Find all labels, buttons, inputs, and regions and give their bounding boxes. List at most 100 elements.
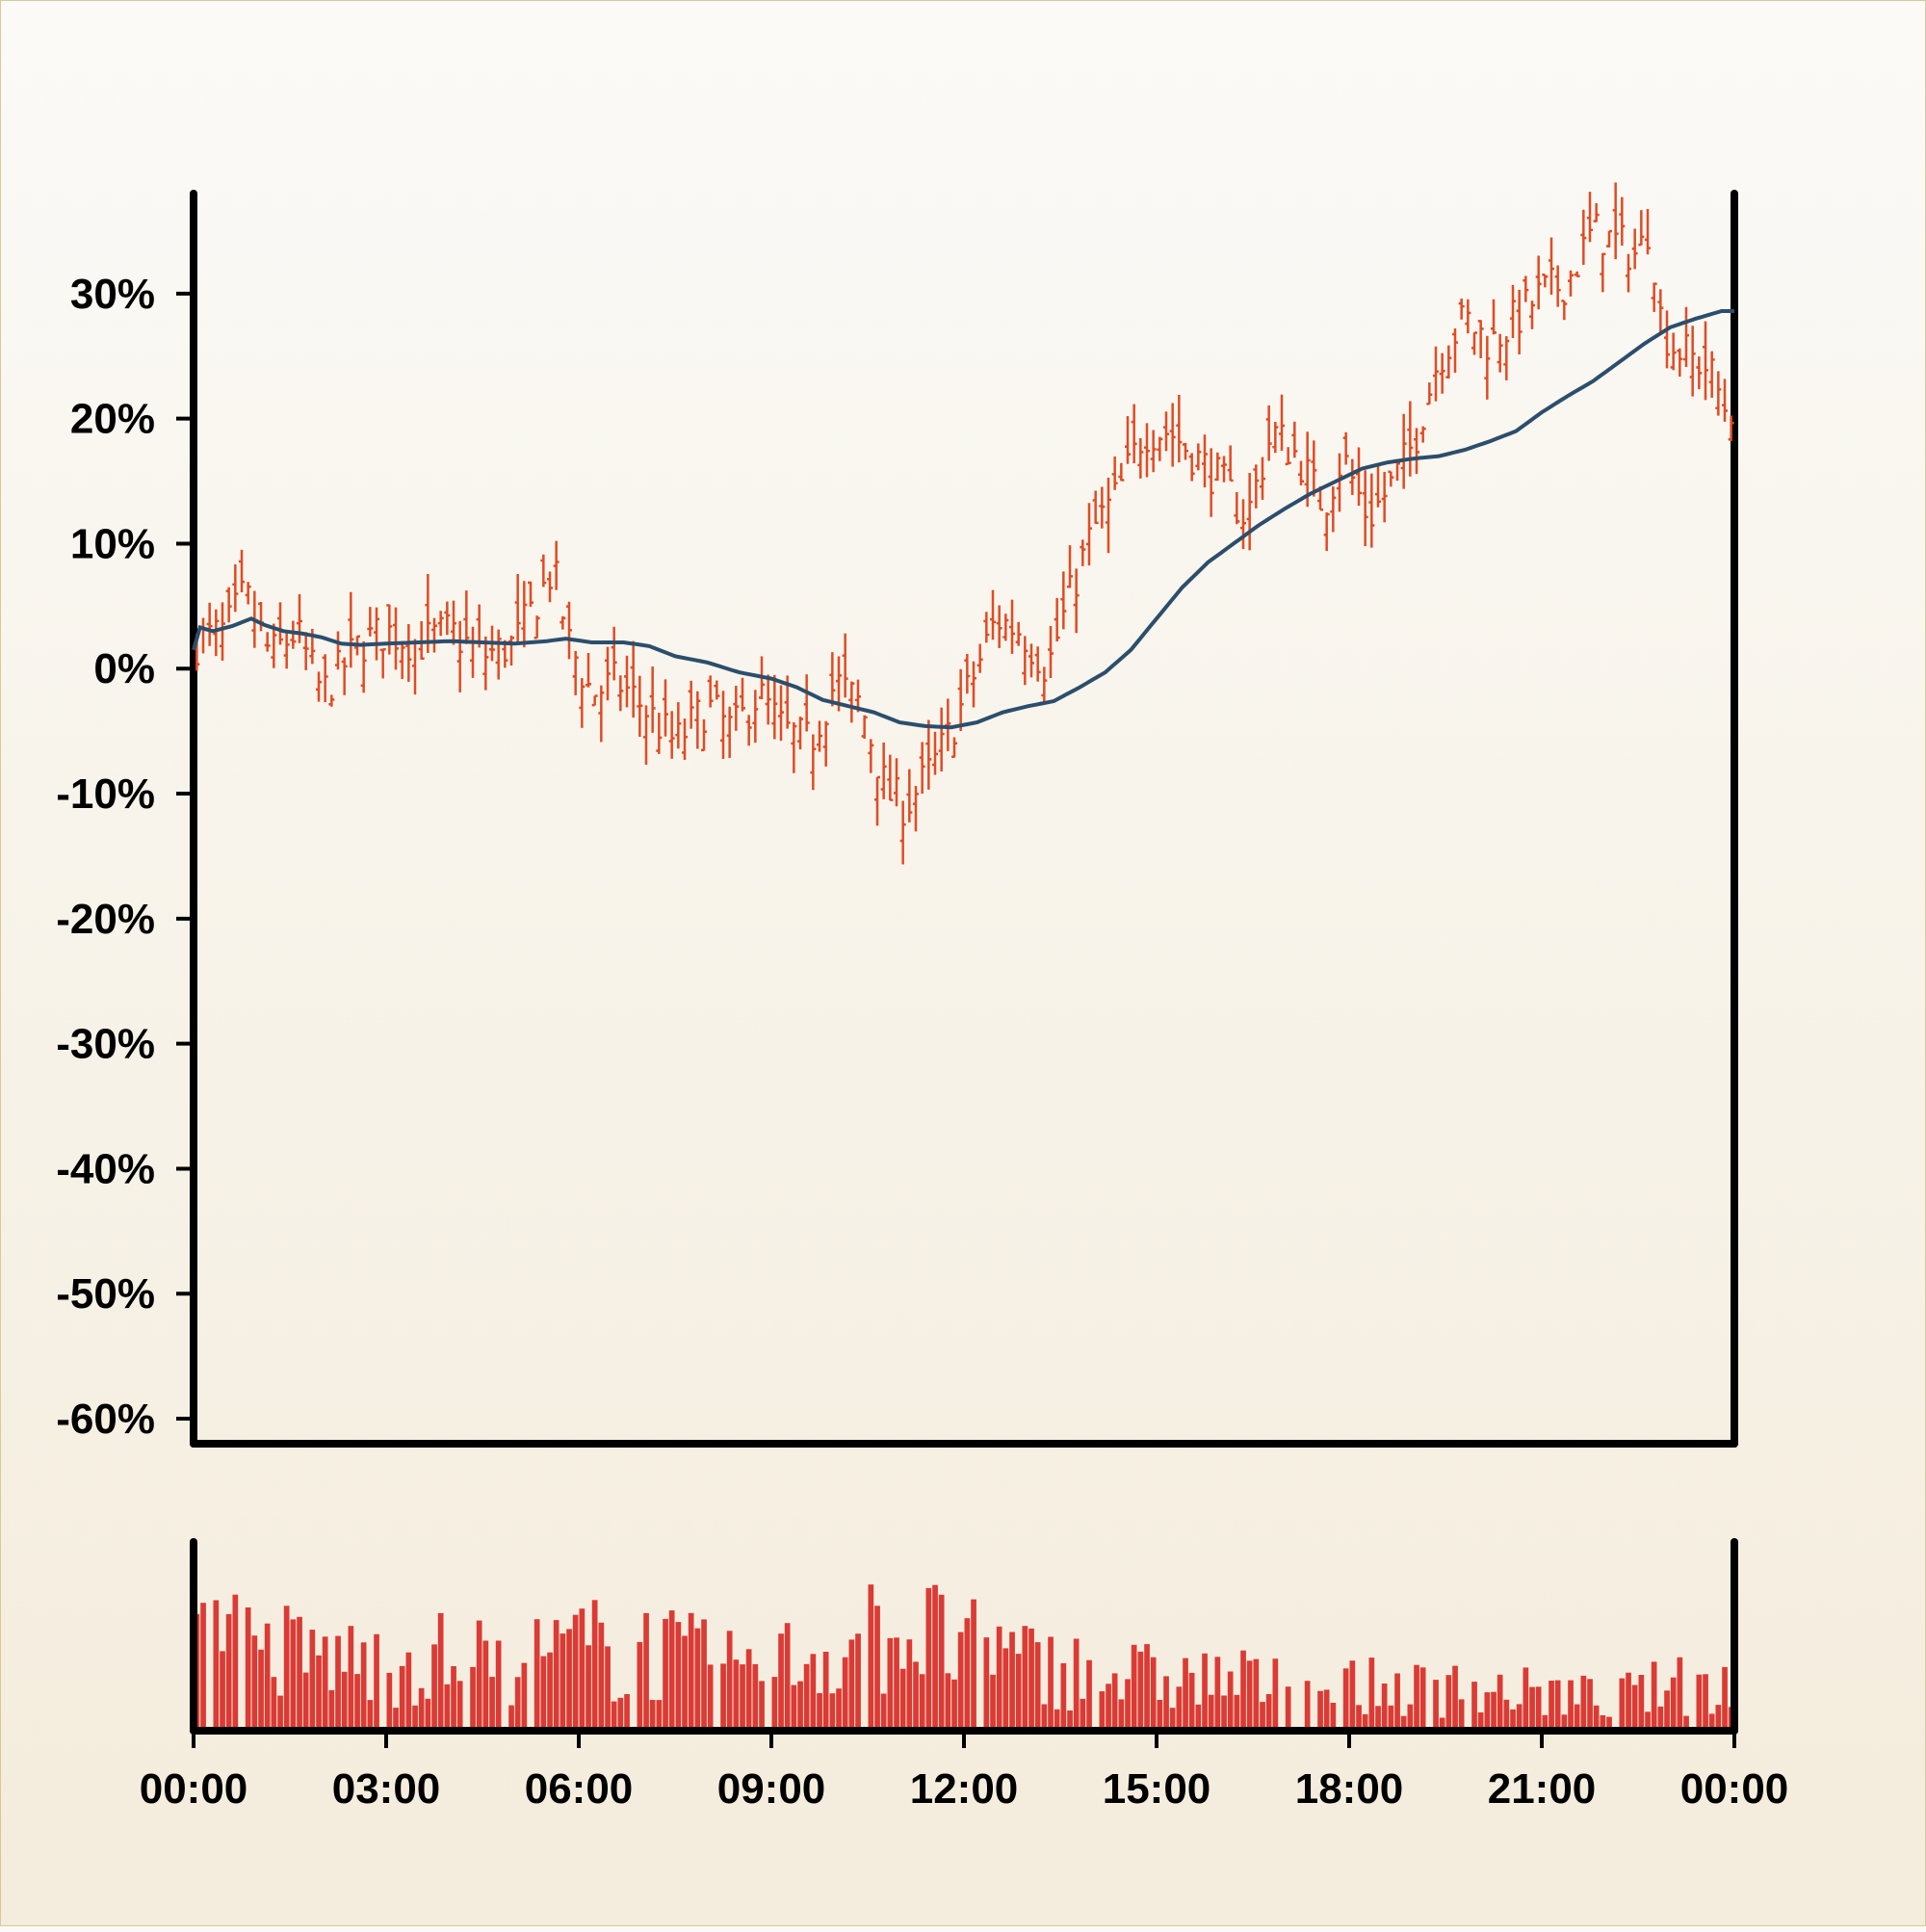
volume-bar (341, 1671, 348, 1731)
volume-bar (1246, 1660, 1253, 1731)
y-tick-label: 20% (70, 396, 155, 443)
volume-bar (540, 1656, 547, 1731)
volume-bar (1183, 1658, 1188, 1731)
volume-bar (797, 1681, 803, 1731)
volume-bar (1144, 1644, 1150, 1731)
ohlc-bar (1523, 275, 1529, 302)
ohlc-bar (1208, 448, 1214, 517)
ohlc-bar (277, 602, 283, 645)
volume-bar (1568, 1680, 1574, 1731)
volume-bar (688, 1612, 694, 1731)
ohlc-bar (906, 769, 913, 822)
ohlc-bar (1631, 228, 1638, 270)
volume-bar (232, 1594, 239, 1731)
ohlc-bar (1157, 436, 1163, 461)
volume-bar (1188, 1672, 1195, 1731)
ohlc-bar (752, 690, 759, 744)
volume-bar (1439, 1717, 1445, 1731)
y-tick-label: -60% (56, 1396, 155, 1443)
volume-bar (1048, 1636, 1054, 1731)
x-tick-label: 06:00 (525, 1765, 634, 1813)
volume-bar (444, 1684, 451, 1731)
volume-bar (470, 1666, 476, 1731)
ohlc-bar (1323, 512, 1330, 552)
volume-bar (1471, 1682, 1477, 1731)
volume-bar (1208, 1694, 1214, 1731)
y-tick-label: -30% (56, 1021, 155, 1068)
ohlc-bar (605, 646, 611, 701)
volume-bar (1009, 1632, 1015, 1731)
ohlc-bar (379, 648, 386, 679)
volume-bar (1414, 1664, 1419, 1731)
ohlc-bar (1561, 300, 1568, 321)
ohlc-bar (367, 607, 374, 637)
ohlc-bar (335, 631, 341, 670)
volume-bar (1002, 1648, 1009, 1731)
volume-bar (880, 1693, 887, 1731)
ohlc-bar (1028, 643, 1034, 678)
ohlc-bar (913, 786, 919, 832)
ohlc-bar (328, 694, 335, 707)
ohlc-bar (225, 587, 232, 623)
y-tick-label: 0% (93, 645, 155, 692)
ohlc-bar (341, 657, 348, 695)
volume-bar (656, 1700, 663, 1731)
volume-bar (707, 1664, 714, 1731)
ohlc-bar (579, 678, 586, 728)
x-tick-labels: 00:00 03:00 06:00 09:00 12:00 15:00 18:00 21:00… (140, 1765, 1789, 1813)
volume-bar (894, 1637, 899, 1731)
ohlc-bar (1587, 192, 1593, 243)
volume-bar (1703, 1674, 1708, 1731)
volume-bar (1657, 1706, 1664, 1731)
ohlc-bar (887, 754, 894, 801)
ohlc-bar (1144, 423, 1150, 478)
ohlc-bar (1549, 237, 1554, 296)
ohlc-bar (964, 653, 971, 694)
volume-bar (887, 1637, 894, 1731)
volume-bar (1529, 1686, 1535, 1731)
volume-bar (1715, 1705, 1722, 1731)
ohlc-bar (283, 633, 290, 669)
volume-bar (740, 1664, 745, 1731)
volume-bar (309, 1630, 316, 1731)
ohlc-bar (297, 593, 302, 643)
ohlc-bar (1612, 182, 1619, 260)
ohlc-bar (803, 674, 810, 732)
volume-bar (290, 1619, 297, 1731)
ohlc-bar (861, 715, 868, 739)
volume-bar (425, 1698, 431, 1731)
ohlc-bar (1163, 411, 1169, 452)
ohlc-bar (1240, 499, 1246, 550)
x-tick-label: 03:00 (332, 1765, 441, 1813)
ohlc-bar (1728, 415, 1734, 441)
volume-bar (1202, 1653, 1208, 1731)
volume-bar (560, 1633, 566, 1731)
ohlc-bar (232, 563, 239, 613)
ohlc-bar (817, 720, 822, 752)
volume-bar (1125, 1679, 1131, 1731)
y-tick-label: -20% (56, 896, 155, 943)
volume-bar (431, 1644, 437, 1731)
volume-bar (245, 1607, 251, 1731)
volume-bar (1561, 1714, 1568, 1731)
ohlc-bar (560, 615, 566, 630)
volume-bar (1535, 1686, 1542, 1731)
volume-bar (848, 1639, 855, 1731)
ohlc-bar (714, 680, 720, 700)
ohlc-bar (399, 640, 405, 680)
ohlc-bar (1433, 346, 1439, 402)
ohlc-bar (1118, 462, 1125, 482)
ohlc-bar (1419, 426, 1426, 443)
y-tick-label: -10% (56, 770, 155, 818)
volume-bar (1619, 1678, 1626, 1731)
volume-bar (778, 1633, 784, 1731)
volume-bar (906, 1639, 913, 1731)
ohlc-bar (778, 685, 784, 742)
volume-bar (855, 1633, 861, 1731)
volume-bar (553, 1620, 560, 1731)
volume-bar (1368, 1658, 1375, 1731)
ohlc-bar (213, 609, 220, 657)
volume-bar (1080, 1698, 1086, 1731)
ohlc-bar (437, 611, 444, 637)
volume-bar (476, 1620, 482, 1731)
